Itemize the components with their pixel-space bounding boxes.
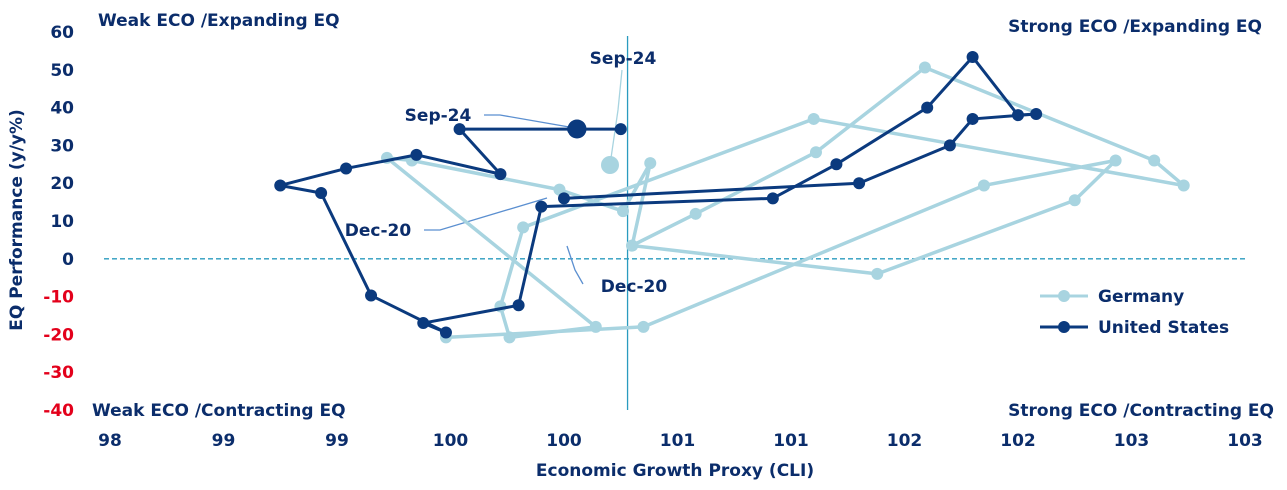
- annotation-leaders: [424, 69, 623, 285]
- data-point: [274, 179, 287, 192]
- y-tick-label: 20: [50, 174, 74, 194]
- y-tick-label: 0: [62, 250, 74, 270]
- data-point: [807, 112, 820, 125]
- leader-us-dec20: [424, 197, 548, 231]
- data-point: [589, 320, 602, 333]
- germany-latest-point: [601, 156, 619, 174]
- x-tick-label: 98: [98, 431, 122, 451]
- x-tick-label: 99: [212, 431, 236, 451]
- data-point: [689, 207, 702, 220]
- x-tick-label: 101: [660, 431, 696, 451]
- x-tick-label: 101: [773, 431, 809, 451]
- y-axis-title: EQ Performance (y/y%): [7, 109, 27, 331]
- y-tick-label: -40: [43, 401, 74, 421]
- data-point: [830, 158, 843, 171]
- data-point: [1068, 194, 1081, 207]
- quadrant-label-top-right: Strong ECO /Expanding EQ: [1008, 17, 1262, 37]
- data-point: [439, 326, 452, 339]
- data-point: [365, 289, 378, 302]
- x-tick-label: 99: [325, 431, 349, 451]
- data-point: [943, 139, 956, 152]
- data-point: [315, 187, 328, 200]
- data-point: [503, 331, 516, 344]
- data-point: [626, 239, 639, 252]
- y-tick-label: 10: [50, 212, 74, 232]
- x-axis-title: Economic Growth Proxy (CLI): [536, 461, 814, 481]
- data-point: [966, 112, 979, 125]
- series-germany: [380, 61, 1190, 344]
- annotation-germany-sep24: Sep-24: [590, 49, 657, 69]
- annotation-germany-dec20: Dec-20: [601, 277, 668, 297]
- data-point: [535, 200, 548, 213]
- data-point: [1012, 109, 1024, 122]
- x-tick-label: 103: [1114, 431, 1150, 451]
- y-tick-label: 40: [50, 99, 74, 119]
- quadrant-label-top-left: Weak ECO /Expanding EQ: [98, 11, 340, 31]
- y-tick-label: 60: [50, 23, 74, 43]
- data-point: [871, 267, 884, 280]
- x-tick-label: 102: [1000, 431, 1036, 451]
- data-point: [966, 50, 979, 63]
- x-tick-label: 103: [1227, 431, 1263, 451]
- data-point: [809, 146, 822, 159]
- annotation-us-dec20: Dec-20: [345, 221, 412, 241]
- us-latest-point: [567, 119, 587, 139]
- quadrant-label-bottom-left: Weak ECO /Contracting EQ: [92, 401, 346, 421]
- y-tick-label: -20: [43, 325, 74, 345]
- leader-us-sep24: [484, 114, 576, 129]
- data-point: [494, 168, 507, 181]
- y-axis-ticks: 60 50 40 30 20 10 0 -10 -20 -30 -40: [43, 23, 74, 421]
- data-point: [1177, 179, 1190, 192]
- legend-germany-label: Germany: [1098, 287, 1184, 307]
- data-point: [977, 179, 990, 192]
- leader-germany-dec20: [566, 245, 584, 285]
- data-point: [637, 320, 650, 333]
- data-point: [453, 123, 466, 136]
- data-point: [417, 317, 430, 330]
- legend-germany-marker: [1058, 290, 1070, 302]
- y-tick-label: 50: [50, 61, 74, 81]
- data-point: [766, 192, 779, 205]
- data-point: [1109, 154, 1122, 167]
- data-point: [558, 192, 570, 205]
- data-point: [517, 221, 530, 234]
- data-point: [340, 162, 353, 175]
- data-point: [1030, 108, 1043, 121]
- legend-us-label: United States: [1098, 318, 1229, 338]
- x-tick-label: 100: [546, 431, 582, 451]
- data-point: [617, 205, 630, 218]
- data-point: [853, 177, 866, 190]
- data-point: [921, 101, 934, 114]
- leader-germany-sep24: [609, 69, 623, 166]
- legend-us-marker: [1058, 321, 1070, 333]
- x-axis-ticks: 98 99 99 100 100 101 101 102 102 103 103: [98, 431, 1263, 451]
- data-point: [614, 123, 627, 136]
- y-tick-label: -10: [43, 288, 74, 308]
- legend: Germany United States: [1040, 287, 1229, 338]
- data-point: [512, 299, 525, 312]
- data-point: [644, 157, 657, 170]
- quadrant-label-bottom-right: Strong ECO /Contracting EQ: [1008, 401, 1274, 421]
- data-point: [410, 148, 423, 161]
- x-tick-label: 102: [887, 431, 923, 451]
- annotation-us-sep24: Sep-24: [405, 106, 472, 126]
- y-tick-label: 30: [50, 136, 74, 156]
- y-tick-label: -30: [43, 363, 74, 383]
- data-point: [1148, 154, 1161, 167]
- x-tick-label: 100: [433, 431, 469, 451]
- data-point: [918, 61, 931, 74]
